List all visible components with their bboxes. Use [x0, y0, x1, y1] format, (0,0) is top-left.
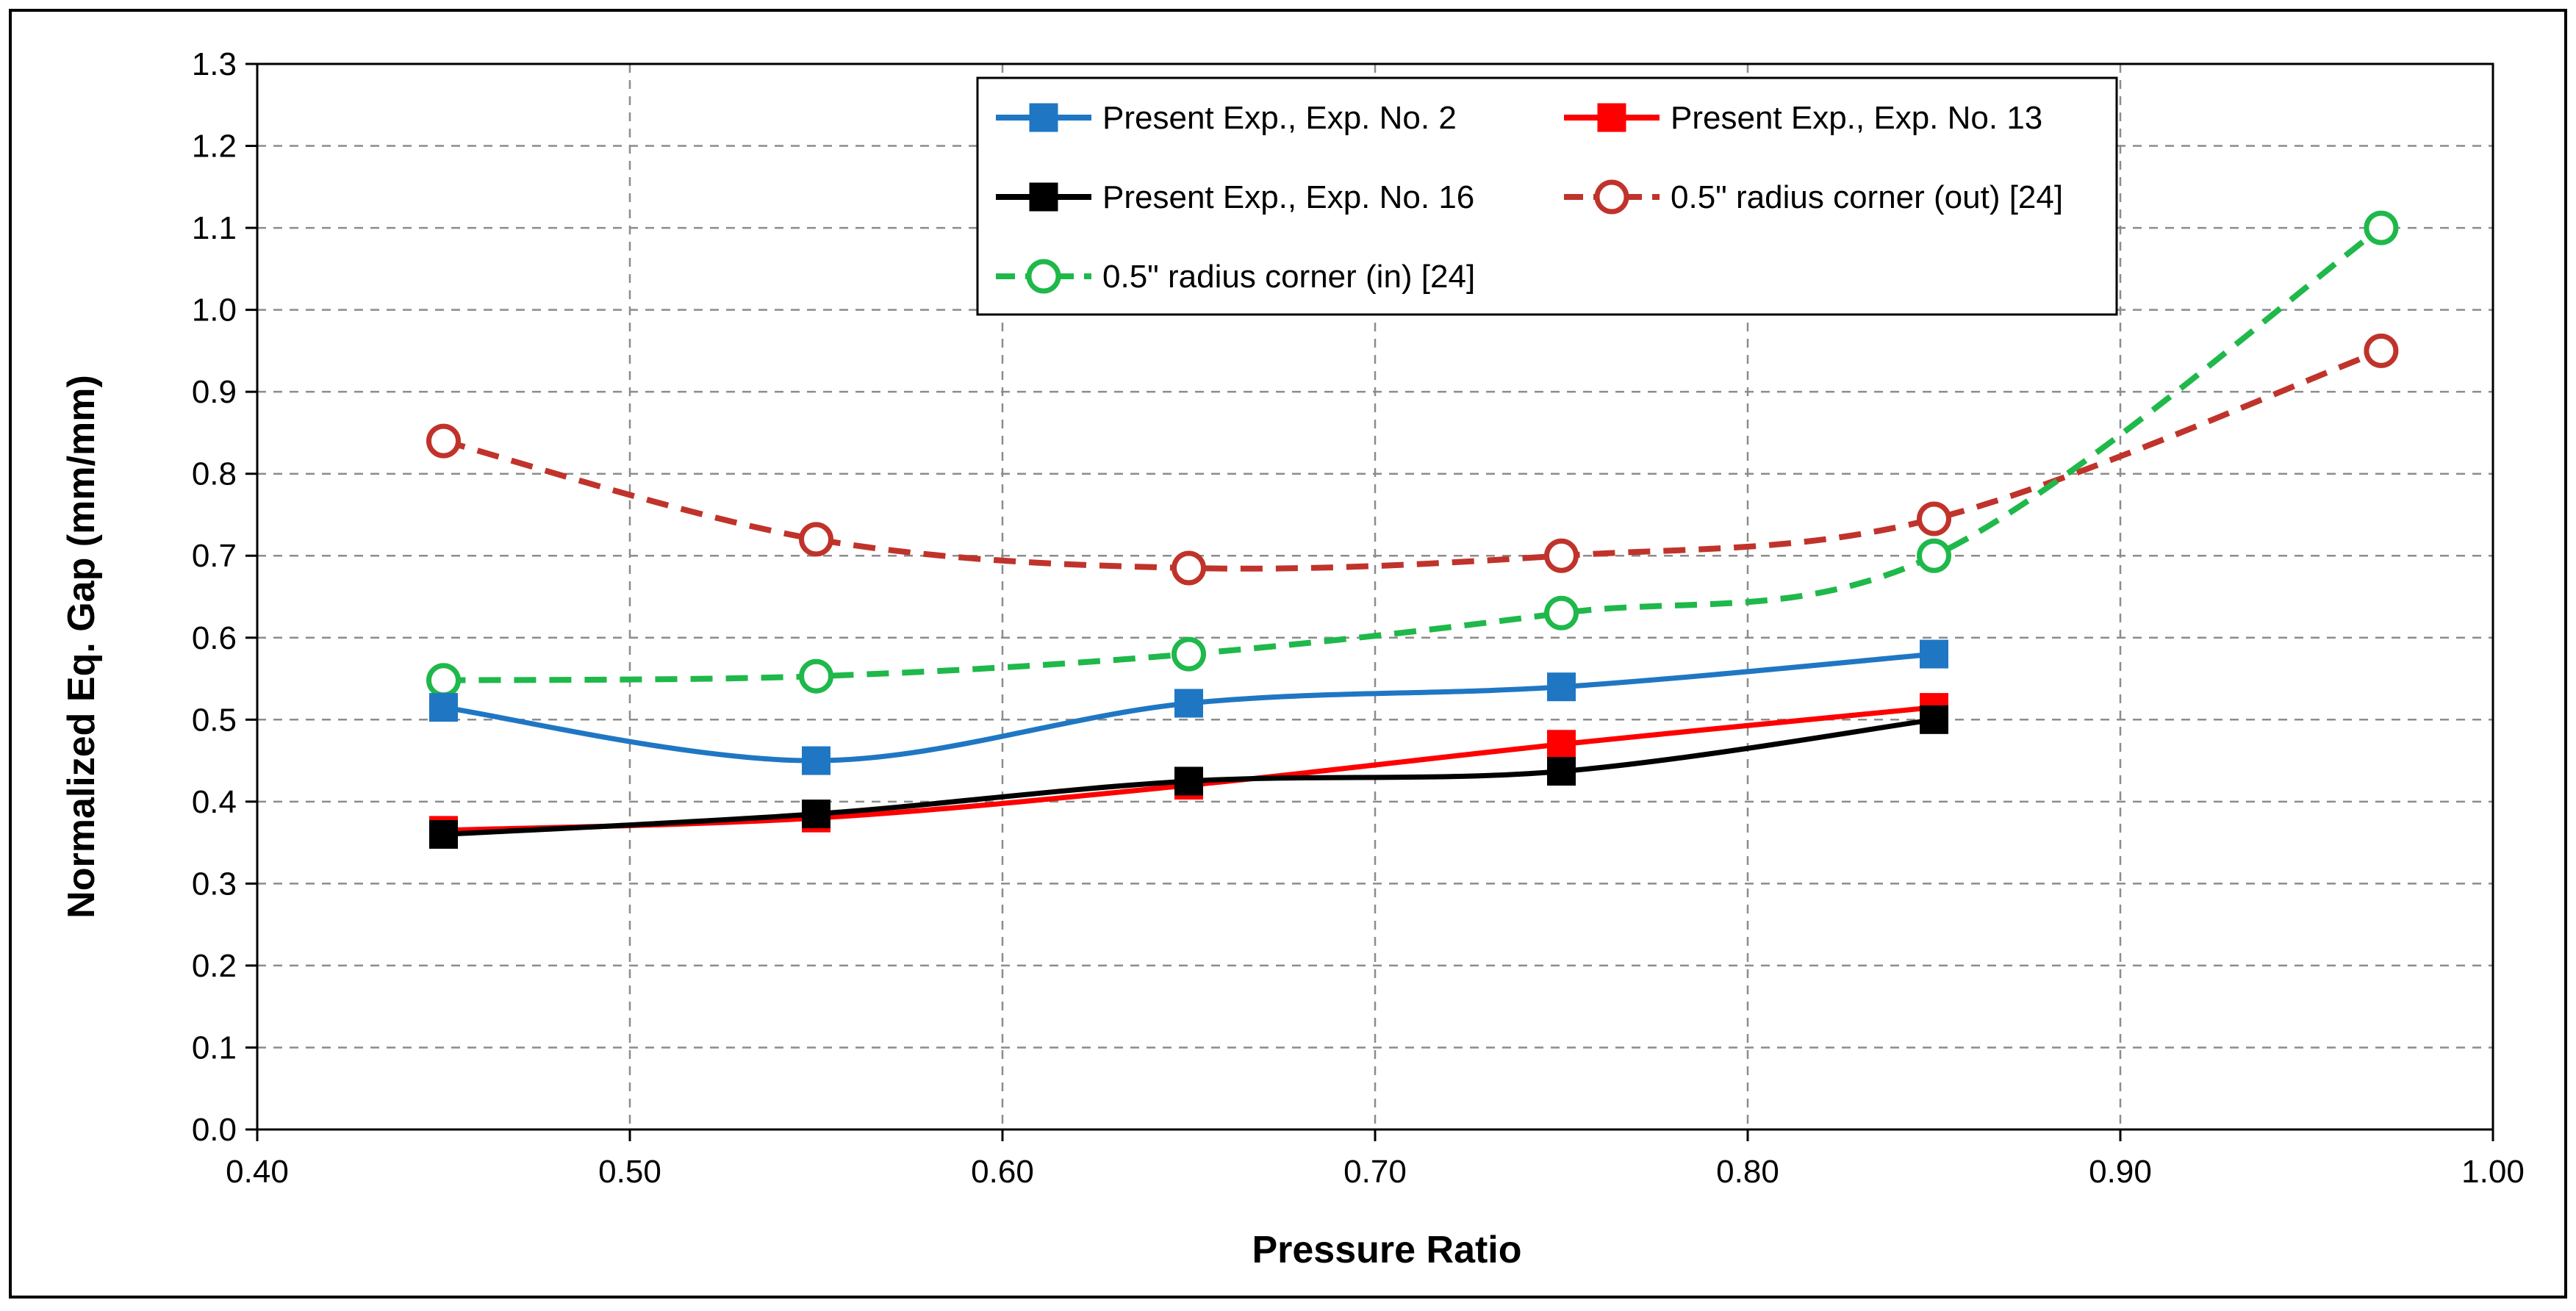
legend: Present Exp., Exp. No. 2 Present Exp., Ex…	[976, 76, 2118, 316]
data-point	[799, 658, 833, 694]
series-line	[443, 225, 2383, 683]
data-point	[1917, 538, 1951, 573]
legend-entry: Present Exp., Exp. No. 2	[996, 100, 1457, 136]
data-point	[1174, 766, 1203, 796]
series-4	[426, 210, 2399, 698]
data-point	[2364, 210, 2399, 245]
legend-swatch-marker	[1594, 179, 1629, 215]
series-line	[442, 348, 2383, 572]
data-point	[1547, 672, 1576, 702]
y-tick-label: 0.7	[192, 538, 237, 574]
data-point	[1174, 689, 1203, 718]
y-tick-label: 1.3	[192, 46, 237, 82]
data-point	[429, 693, 458, 722]
y-tick-label: 0.5	[192, 702, 237, 738]
y-tick-label: 1.1	[192, 210, 237, 246]
data-point	[802, 800, 830, 829]
y-axis-title: Normalized Eq. Gap (mm/mm)	[60, 375, 103, 919]
data-point	[1544, 595, 1579, 631]
legend-swatch-marker	[1026, 259, 1061, 294]
y-tick-label: 1.2	[192, 129, 237, 165]
axes-layer: 0.0 0.1 0.2 0.3 0.4 0.5 0.6 0.7 0.8 0.9 1.0 1.1 1.2 1…	[192, 46, 2525, 1190]
data-point	[1547, 730, 1576, 759]
series-layer	[426, 210, 2399, 849]
legend-label: 0.5" radius corner (in) [24]	[1102, 259, 1475, 295]
y-tick-label: 0.3	[192, 866, 237, 902]
series-0	[429, 639, 1948, 775]
y-tick-label: 0.9	[192, 374, 237, 410]
y-tick-label: 0.0	[192, 1112, 237, 1148]
y-tick-label: 0.2	[192, 948, 237, 984]
legend-swatch-marker	[1029, 182, 1058, 212]
data-point	[802, 746, 830, 775]
data-point	[799, 522, 833, 557]
legend-swatch-marker	[1597, 103, 1626, 132]
data-point	[1172, 550, 1206, 586]
plot-area-frame	[256, 62, 2494, 1131]
data-point	[429, 819, 458, 849]
y-tick-label: 1.0	[192, 292, 237, 328]
legend-label: Present Exp., Exp. No. 13	[1671, 100, 2042, 136]
legend-entry: Present Exp., Exp. No. 13	[1564, 100, 2042, 136]
legend-swatch-marker	[1029, 103, 1058, 132]
x-tick-label: 0.60	[971, 1154, 1034, 1190]
x-tick-label: 0.50	[598, 1154, 661, 1190]
data-point	[426, 423, 461, 459]
x-tick-label: 0.40	[226, 1154, 289, 1190]
x-tick-label: 0.90	[2089, 1154, 2152, 1190]
x-tick-label: 0.70	[1343, 1154, 1407, 1190]
data-point	[1544, 538, 1579, 573]
x-tick-label: 1.00	[2461, 1154, 2525, 1190]
y-tick-label: 0.1	[192, 1030, 237, 1066]
data-point	[2364, 333, 2399, 368]
legend-label: Present Exp., Exp. No. 2	[1102, 100, 1457, 136]
data-point	[426, 663, 461, 698]
y-tick-label: 0.6	[192, 620, 237, 656]
legend-entry: 0.5" radius corner (out) [24]	[1564, 179, 2063, 215]
legend-entry: Present Exp., Exp. No. 16	[996, 179, 1474, 215]
data-point	[1172, 636, 1206, 672]
legend-entry: 0.5" radius corner (in) [24]	[996, 259, 1475, 295]
y-tick-label: 0.8	[192, 456, 237, 492]
data-point	[1920, 639, 1948, 669]
series-3	[426, 333, 2399, 586]
y-tick-label: 0.4	[192, 784, 237, 820]
x-tick-label: 0.80	[1716, 1154, 1779, 1190]
x-axis-title: Pressure Ratio	[1252, 1229, 1521, 1271]
data-point	[1920, 705, 1948, 734]
data-point	[1547, 757, 1576, 786]
legend-box	[976, 76, 2118, 316]
legend-label: Present Exp., Exp. No. 16	[1102, 179, 1474, 215]
series-2	[429, 705, 1948, 849]
legend-label: 0.5" radius corner (out) [24]	[1671, 179, 2063, 215]
data-point	[1917, 501, 1951, 536]
